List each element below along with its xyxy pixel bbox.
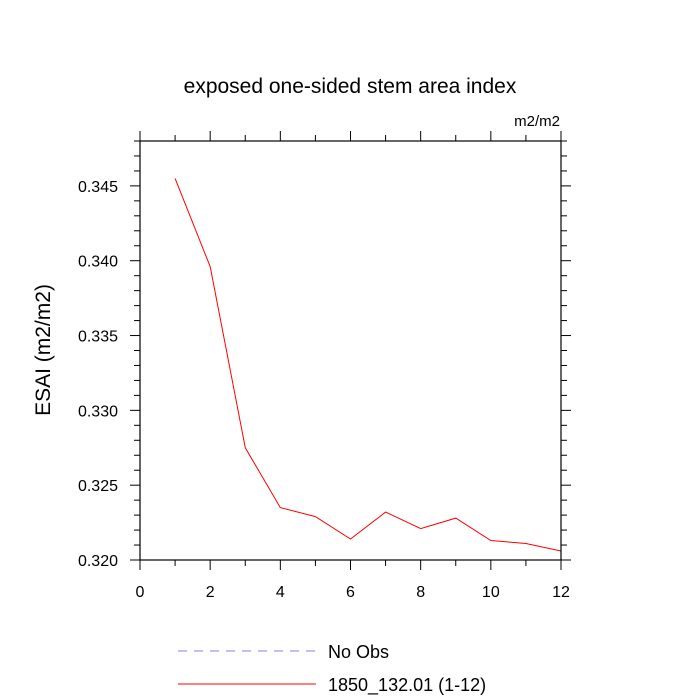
x-tick-label: 8 — [416, 584, 425, 601]
x-tick-label: 0 — [136, 584, 145, 601]
series-line-1850-132-01 — [174, 178, 562, 552]
y-tick-label: 0.345 — [78, 179, 118, 196]
y-axis-label: ESAI (m2/m2) — [32, 284, 55, 416]
x-tick-labels: 0 2 4 6 8 10 12 — [136, 584, 570, 601]
legend-label-no-obs: No Obs — [328, 642, 389, 662]
y-tick-label: 0.330 — [78, 403, 118, 420]
x-tick-label: 12 — [552, 584, 570, 601]
y-tick-label: 0.320 — [78, 553, 118, 570]
y-tick-label: 0.325 — [78, 478, 118, 495]
x-tick-label: 4 — [276, 584, 285, 601]
plot-frame — [139, 140, 562, 561]
y-tick-label: 0.335 — [78, 329, 118, 346]
plot-series — [174, 178, 562, 552]
x-tick-label: 2 — [206, 584, 215, 601]
y-tick-labels: 0.320 0.325 0.330 0.335 0.340 0.345 — [78, 179, 118, 570]
x-tick-label: 10 — [482, 584, 500, 601]
x-tick-label: 6 — [346, 584, 355, 601]
y-tick-label: 0.340 — [78, 254, 118, 271]
units-label: m2/m2 — [514, 113, 560, 130]
chart-title: exposed one-sided stem area index — [184, 75, 517, 98]
legend-label-1850: 1850_132.01 (1-12) — [328, 675, 486, 696]
legend: No Obs 1850_132.01 (1-12) — [178, 642, 486, 696]
axis-ticks — [130, 131, 571, 570]
